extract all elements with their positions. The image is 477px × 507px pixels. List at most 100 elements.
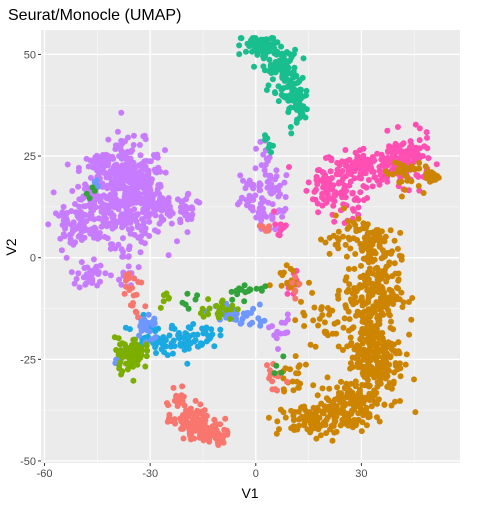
data-point bbox=[129, 341, 136, 348]
data-point bbox=[274, 418, 281, 425]
data-point bbox=[91, 158, 98, 165]
data-point bbox=[223, 307, 230, 313]
data-point bbox=[310, 317, 317, 324]
data-point bbox=[152, 328, 159, 335]
data-point bbox=[75, 183, 82, 190]
data-point bbox=[354, 360, 361, 367]
data-point bbox=[265, 414, 272, 421]
data-point bbox=[199, 305, 206, 312]
data-point bbox=[392, 159, 399, 166]
data-point bbox=[82, 212, 89, 218]
data-point bbox=[287, 366, 293, 373]
data-point bbox=[211, 343, 218, 350]
data-point bbox=[104, 183, 111, 190]
data-point bbox=[357, 165, 364, 172]
data-point bbox=[259, 198, 266, 205]
data-point bbox=[377, 330, 383, 337]
data-point bbox=[145, 311, 152, 318]
data-point bbox=[350, 324, 357, 331]
data-point bbox=[329, 437, 336, 444]
data-point bbox=[271, 370, 278, 377]
data-point bbox=[316, 166, 323, 173]
data-point bbox=[184, 290, 191, 297]
data-point bbox=[136, 142, 143, 148]
data-point bbox=[256, 301, 263, 308]
data-point bbox=[273, 335, 280, 342]
data-point bbox=[326, 234, 333, 241]
data-point bbox=[113, 347, 120, 353]
data-point bbox=[45, 221, 52, 228]
data-point bbox=[247, 205, 254, 211]
data-point bbox=[275, 330, 282, 336]
y-tick-label: 50 bbox=[24, 49, 36, 61]
data-point bbox=[330, 202, 337, 209]
data-point bbox=[398, 168, 405, 175]
data-point bbox=[251, 46, 258, 53]
data-point bbox=[133, 355, 140, 361]
data-point bbox=[425, 155, 432, 162]
data-point bbox=[278, 43, 285, 50]
data-point bbox=[408, 316, 415, 323]
data-point bbox=[340, 233, 346, 240]
data-point bbox=[257, 322, 264, 329]
data-point bbox=[206, 305, 213, 312]
data-point bbox=[329, 330, 336, 337]
data-point bbox=[373, 272, 380, 279]
data-point bbox=[314, 200, 321, 207]
x-tick-label: -60 bbox=[37, 468, 53, 480]
data-point bbox=[397, 398, 403, 404]
data-point bbox=[150, 152, 157, 158]
data-point bbox=[345, 308, 352, 315]
data-point bbox=[328, 422, 335, 429]
data-point bbox=[94, 235, 101, 242]
data-point bbox=[296, 97, 302, 104]
data-point bbox=[160, 298, 167, 305]
data-point bbox=[289, 378, 296, 385]
data-point bbox=[281, 179, 288, 186]
data-point bbox=[370, 349, 377, 355]
data-point bbox=[143, 341, 150, 348]
data-point bbox=[350, 219, 357, 226]
data-point bbox=[318, 306, 325, 313]
data-point bbox=[109, 184, 116, 191]
data-point bbox=[255, 38, 262, 45]
data-point bbox=[422, 163, 429, 170]
data-point bbox=[191, 413, 198, 420]
data-point bbox=[250, 185, 257, 192]
data-point bbox=[257, 187, 264, 194]
data-point bbox=[168, 340, 175, 347]
data-point bbox=[341, 315, 348, 322]
data-point bbox=[69, 188, 76, 194]
data-point bbox=[367, 322, 374, 329]
data-point bbox=[253, 214, 260, 221]
data-point bbox=[355, 397, 362, 404]
data-point bbox=[192, 427, 199, 434]
data-point bbox=[91, 187, 98, 194]
data-point bbox=[360, 145, 367, 152]
data-point bbox=[217, 326, 224, 333]
data-point bbox=[352, 378, 359, 385]
data-point bbox=[389, 248, 395, 255]
data-point bbox=[196, 199, 203, 206]
data-point bbox=[187, 436, 194, 443]
data-point bbox=[211, 427, 218, 434]
data-point bbox=[83, 155, 90, 162]
data-point bbox=[240, 177, 246, 184]
data-point bbox=[273, 173, 280, 180]
data-point bbox=[282, 205, 289, 212]
data-point bbox=[278, 52, 285, 59]
data-point bbox=[428, 176, 435, 183]
data-point bbox=[119, 340, 126, 347]
data-point bbox=[359, 325, 366, 332]
data-point bbox=[253, 145, 259, 152]
data-point bbox=[318, 400, 325, 407]
data-point bbox=[353, 312, 359, 319]
data-point bbox=[134, 222, 141, 229]
data-point bbox=[145, 184, 152, 191]
data-point bbox=[363, 422, 370, 429]
data-point bbox=[376, 242, 383, 249]
data-point bbox=[286, 164, 292, 170]
data-point bbox=[369, 154, 376, 160]
data-point bbox=[366, 235, 373, 242]
data-point bbox=[130, 142, 137, 148]
